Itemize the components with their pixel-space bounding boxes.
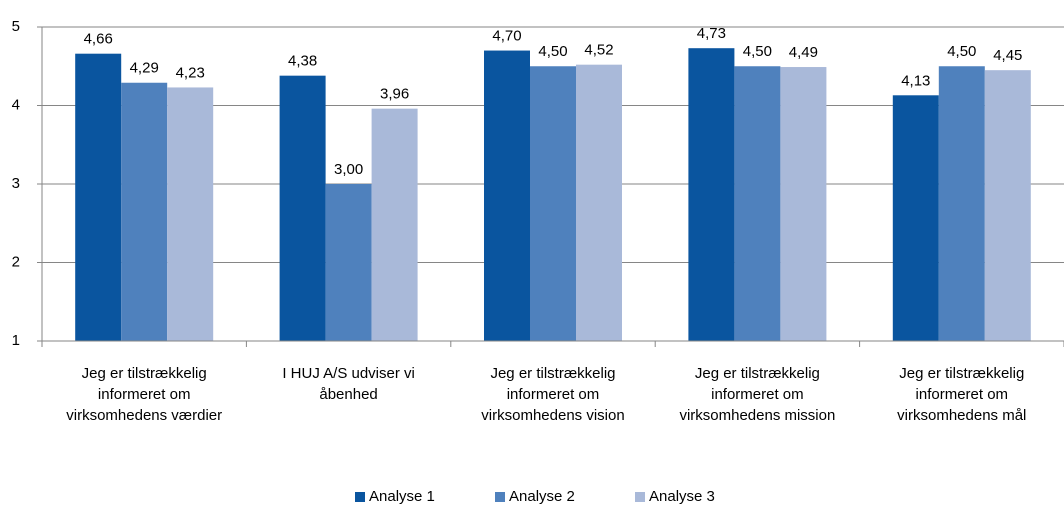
value-label: 4,70 xyxy=(492,28,521,45)
x-tick-label: Jeg er tilstrækkelig informeret om virks… xyxy=(66,365,223,424)
value-label: 4,73 xyxy=(697,25,726,42)
value-label: 3,96 xyxy=(380,86,409,103)
bar xyxy=(279,75,326,342)
legend-label: Analyse 2 xyxy=(509,488,575,505)
x-label-box: Jeg er tilstrækkelig informeret om virks… xyxy=(481,365,625,424)
value-label: 4,50 xyxy=(947,43,976,60)
legend-label: Analyse 1 xyxy=(369,488,435,505)
bar xyxy=(892,95,939,341)
value-label: 4,50 xyxy=(743,43,772,60)
value-label: 4,49 xyxy=(789,44,818,61)
value-label: 4,66 xyxy=(84,31,113,48)
value-label: 4,45 xyxy=(993,47,1022,64)
x-tick-label: I HUJ A/S udviser vi åbenhed xyxy=(282,365,415,403)
bar xyxy=(484,50,530,342)
bar xyxy=(780,67,827,341)
x-label-box: I HUJ A/S udviser vi åbenhed xyxy=(282,365,415,403)
bar xyxy=(688,48,735,341)
bar xyxy=(938,66,985,341)
legend-swatch xyxy=(635,492,645,502)
x-label-box: Jeg er tilstrækkelig informeret om virks… xyxy=(66,365,223,424)
value-label: 3,00 xyxy=(334,161,363,178)
bar xyxy=(984,70,1031,342)
value-label: 4,13 xyxy=(901,72,930,89)
bar xyxy=(734,66,781,341)
x-label-box: Jeg er tilstrækkelig informeret om virks… xyxy=(679,365,836,424)
bar xyxy=(167,87,214,341)
bar xyxy=(325,184,372,341)
value-label: 4,23 xyxy=(176,64,205,81)
x-label-box: Jeg er tilstrækkelig informeret om virks… xyxy=(897,365,1027,424)
bar xyxy=(530,66,576,341)
x-tick-label: Jeg er tilstrækkelig informeret om virks… xyxy=(481,365,625,424)
bar xyxy=(75,53,122,341)
bar xyxy=(121,82,168,342)
legend-label: Analyse 3 xyxy=(649,488,715,505)
y-tick-label: 5 xyxy=(12,18,20,35)
y-tick-label: 1 xyxy=(12,332,20,349)
y-tick-label: 2 xyxy=(12,253,20,270)
value-label: 4,38 xyxy=(288,53,317,70)
value-label: 4,50 xyxy=(538,43,567,60)
legend-swatch xyxy=(355,492,365,502)
y-tick-label: 4 xyxy=(12,96,20,113)
legend-swatch xyxy=(495,492,505,502)
bar xyxy=(371,108,418,341)
y-tick-label: 3 xyxy=(12,175,20,192)
x-tick-label: Jeg er tilstrækkelig informeret om virks… xyxy=(679,365,836,424)
bar xyxy=(576,64,622,342)
value-label: 4,52 xyxy=(584,42,613,59)
value-label: 4,29 xyxy=(130,60,159,77)
x-tick-label: Jeg er tilstrækkelig informeret om virks… xyxy=(897,365,1027,424)
